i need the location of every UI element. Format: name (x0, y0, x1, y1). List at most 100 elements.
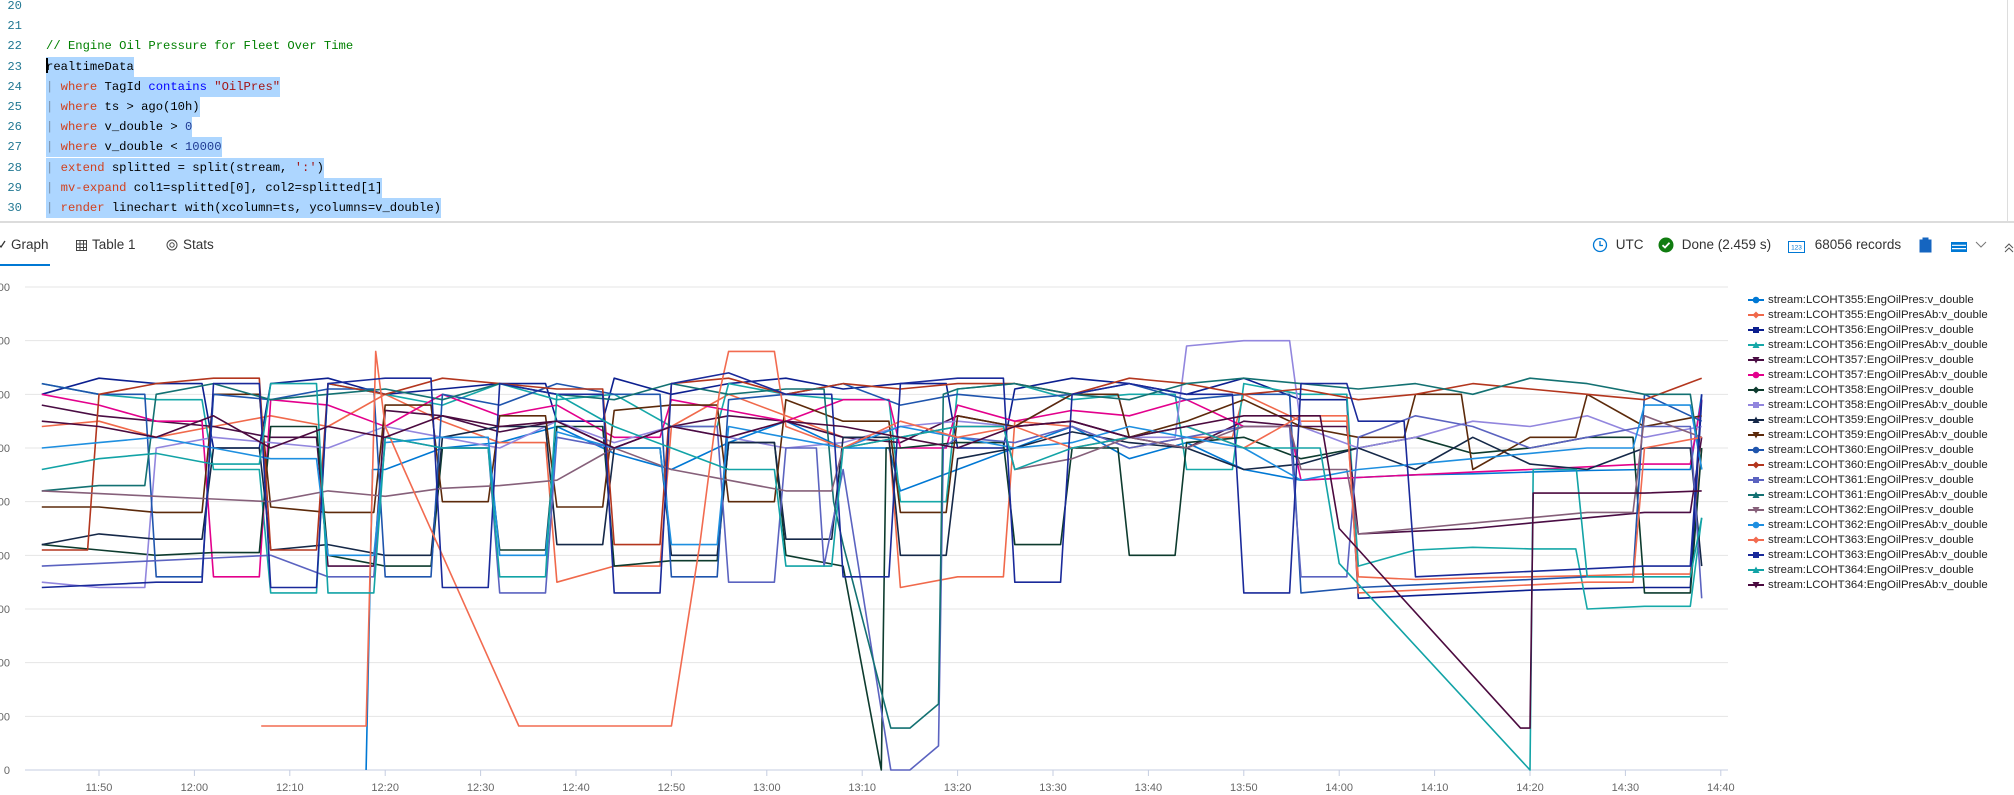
series-line (41, 425, 1703, 771)
code-text: | where v_double > 0 (46, 117, 193, 138)
legend-marker-triangle-down-icon (1748, 357, 1764, 364)
code-token-str: "OilPres" (214, 79, 281, 94)
tab-table-1[interactable]: Table 1 (76, 230, 136, 264)
legend-marker-diamond-icon (1748, 461, 1764, 469)
series-line (41, 339, 1702, 589)
stats-icon (166, 239, 178, 251)
code-token-pipe: | (46, 160, 61, 175)
legend-label: stream:LCOHT356:EngOilPres:v_double (1768, 324, 1974, 336)
query-editor[interactable]: 20 21 22 // Engine Oil Pressure for Fleet O… (0, 0, 2008, 221)
line-number: 20 (7, 0, 22, 13)
line-number: 24 (7, 79, 22, 94)
legend-item[interactable]: stream:LCOHT359:EngOilPres:v_double (1748, 413, 1974, 428)
legend-item[interactable]: stream:LCOHT356:EngOilPresAb:v_double (1748, 338, 1988, 353)
line-number: 30 (7, 201, 22, 215)
legend-item[interactable]: stream:LCOHT357:EngOilPresAb:v_double (1748, 368, 1988, 383)
code-token-pipe: | (46, 100, 61, 114)
editor-results-splitter[interactable] (0, 221, 2014, 223)
chevron-down-icon[interactable] (1975, 241, 1987, 249)
legend-marker-circle-icon (1748, 296, 1764, 304)
line-number: 29 (7, 180, 22, 195)
series-line (41, 393, 1702, 514)
legend-label: stream:LCOHT358:EngOilPresAb:v_double (1768, 399, 1988, 411)
legend-label: stream:LCOHT360:EngOilPres:v_double (1768, 444, 1974, 456)
code-text: | where TagId contains "OilPres" (46, 76, 281, 97)
legend-item[interactable]: stream:LCOHT362:EngOilPresAb:v_double (1748, 518, 1988, 533)
code-token-kw: where (60, 100, 98, 114)
series-line (41, 404, 1703, 567)
line-number: 22 (7, 39, 22, 54)
legend-item[interactable]: stream:LCOHT363:EngOilPresAb:v_double (1748, 548, 1988, 563)
legend-label: stream:LCOHT361:EngOilPresAb:v_double (1768, 489, 1988, 501)
code-token-kw: where (60, 79, 98, 94)
x-tick-label: 14:40 (1707, 782, 1735, 794)
legend-item[interactable]: stream:LCOHT359:EngOilPresAb:v_double (1748, 428, 1988, 443)
x-tick-label: 14:30 (1612, 782, 1640, 794)
legend-item[interactable]: stream:LCOHT361:EngOilPresAb:v_double (1748, 488, 1988, 503)
legend-label: stream:LCOHT357:EngOilPres:v_double (1768, 354, 1974, 366)
legend-marker-triangle-icon (1748, 341, 1764, 348)
table-icon (76, 240, 87, 251)
clock-icon (1592, 237, 1608, 253)
legend-item[interactable]: stream:LCOHT364:EngOilPresAb:v_double (1748, 578, 1988, 593)
timezone-label: UTC (1615, 237, 1644, 252)
x-tick-label: 13:10 (848, 782, 876, 794)
code-token-str: ':' (294, 160, 317, 175)
x-tick-label: 14:10 (1421, 782, 1449, 794)
legend-marker-triangle-icon (1748, 491, 1764, 498)
tab-stats[interactable]: Stats (166, 230, 214, 264)
legend-item[interactable]: stream:LCOHT364:EngOilPres:v_double (1748, 563, 1974, 578)
legend-marker-square-icon (1748, 402, 1764, 408)
legend-marker-square-icon (1748, 477, 1764, 483)
code-token-pipe: | (46, 79, 61, 94)
code-token-pipe: | (46, 201, 61, 215)
line-number: 23 (7, 59, 22, 74)
y-tick-label: 700 (0, 389, 10, 401)
legend-item[interactable]: stream:LCOHT360:EngOilPresAb:v_double (1748, 458, 1988, 473)
code-token-num: 10000 (184, 140, 222, 155)
timezone-button[interactable]: UTC (1592, 232, 1644, 258)
legend-label: stream:LCOHT359:EngOilPresAb:v_double (1768, 429, 1988, 441)
legend-marker-triangle-icon (1748, 566, 1764, 573)
legend-item[interactable]: stream:LCOHT356:EngOilPres:v_double (1748, 323, 1974, 338)
legend-marker-diamond-icon (1748, 386, 1764, 394)
series-line (261, 350, 1702, 727)
series-line (41, 382, 1703, 594)
code-text: | extend splitted = split(stream, ':') (46, 157, 324, 178)
y-tick-label: 600 (0, 443, 10, 455)
query-status: Done (2.459 s) (1658, 232, 1771, 258)
legend-item[interactable]: stream:LCOHT357:EngOilPres:v_double (1748, 353, 1974, 368)
double-chevron-up-icon (2004, 243, 2014, 253)
legend-label: stream:LCOHT360:EngOilPresAb:v_double (1768, 459, 1988, 471)
series-line (41, 415, 1702, 729)
line-number: 26 (7, 120, 22, 135)
y-tick-label: 800 (0, 336, 10, 348)
legend-item[interactable]: stream:LCOHT363:EngOilPres:v_double (1748, 533, 1974, 548)
legend-marker-circle-icon (1748, 521, 1764, 529)
legend-item[interactable]: stream:LCOHT358:EngOilPresAb:v_double (1748, 398, 1988, 413)
y-tick-label: 400 (0, 550, 10, 562)
legend-label: stream:LCOHT363:EngOilPres:v_double (1768, 534, 1974, 546)
y-tick-label: 900 (0, 282, 10, 294)
legend-item[interactable]: stream:LCOHT362:EngOilPres:v_double (1748, 503, 1974, 518)
legend-marker-diamond-icon (1748, 536, 1764, 544)
layout-button[interactable] (1951, 232, 1987, 258)
series-line (41, 372, 1703, 594)
tab-graph[interactable]: Graph (0, 230, 50, 266)
collapse-button[interactable] (2004, 232, 2014, 258)
legend-marker-square-icon (1748, 327, 1764, 333)
legend-marker-triangle-down-icon (1748, 507, 1764, 514)
series-line (41, 377, 1703, 729)
legend-item[interactable]: stream:LCOHT360:EngOilPres:v_double (1748, 443, 1974, 458)
legend-item[interactable]: stream:LCOHT355:EngOilPres:v_double (1748, 293, 1974, 308)
legend-label: stream:LCOHT362:EngOilPresAb:v_double (1768, 519, 1988, 531)
copy-button[interactable] (1919, 232, 1932, 258)
legend-item[interactable]: stream:LCOHT361:EngOilPres:v_double (1748, 473, 1974, 488)
x-tick-label: 14:20 (1516, 782, 1544, 794)
legend-item[interactable]: stream:LCOHT355:EngOilPresAb:v_double (1748, 308, 1988, 323)
legend-item[interactable]: stream:LCOHT358:EngOilPres:v_double (1748, 383, 1974, 398)
status-text: Done (2.459 s) (1681, 237, 1772, 252)
legend-marker-triangle-down-icon (1748, 582, 1764, 589)
line-number: 28 (7, 160, 22, 175)
legend-marker-triangle-down-icon (1748, 432, 1764, 439)
